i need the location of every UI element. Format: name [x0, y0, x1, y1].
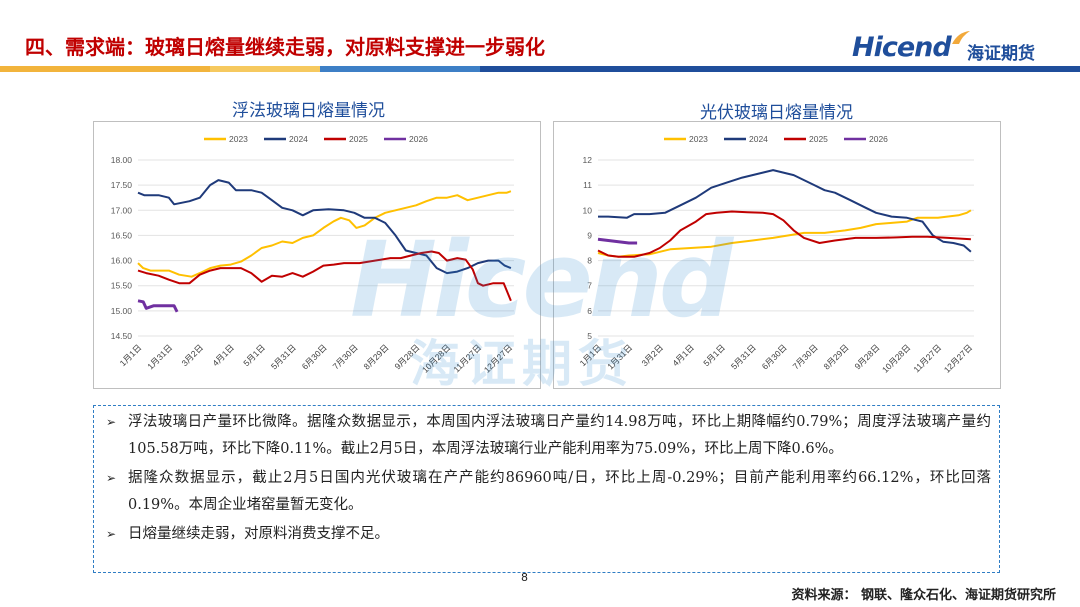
series-line-2024: [137, 179, 512, 275]
x-tick-label: 6月30日: [300, 342, 329, 371]
x-tick-label: 4月1日: [210, 342, 236, 368]
x-tick-label: 12月27日: [482, 342, 514, 374]
legend-label: 2024: [749, 134, 768, 144]
x-tick-label: 10月28日: [420, 342, 452, 374]
legend-label: 2026: [869, 134, 888, 144]
y-tick-label: 5: [587, 331, 592, 341]
x-tick-label: 11月27日: [451, 342, 483, 374]
x-tick-label: 1月1日: [118, 342, 144, 368]
x-tick-label: 11月27日: [911, 342, 943, 374]
series-line-2025: [137, 250, 512, 302]
chart-title-float: 浮法玻璃日熔量情况: [232, 101, 385, 121]
y-tick-label: 15.50: [111, 281, 133, 291]
series-line-2025: [597, 210, 971, 258]
y-tick-label: 6: [587, 306, 592, 316]
y-tick-label: 10: [583, 205, 593, 215]
y-tick-label: 15.00: [111, 306, 133, 316]
x-tick-label: 10月28日: [880, 342, 912, 374]
x-tick-label: 3月2日: [639, 342, 665, 368]
y-tick-label: 12: [583, 155, 593, 165]
note-item: ➢ 浮法玻璃日产量环比微降。据隆众数据显示，本周国内浮法玻璃日产量约14.98万…: [106, 409, 991, 463]
float-glass-chart: 2023 2024 2025 2026 18.00 17.50 17.00 16.50 16.0…: [93, 121, 541, 389]
series-line-2026: [597, 237, 638, 245]
legend-label: 2026: [409, 134, 428, 144]
x-tick-label: 6月30日: [760, 342, 789, 371]
x-tick-label: 3月2日: [179, 342, 205, 368]
note-text: 据隆众数据显示，截止2月5日国内光伏玻璃在产产能约86960吨/日，环比上周-0…: [128, 470, 991, 513]
x-tick-label: 1月31日: [605, 342, 634, 371]
y-tick-label: 17.50: [111, 180, 133, 190]
chart-title-pv: 光伏玻璃日熔量情况: [700, 103, 853, 123]
series-line-2023: [137, 190, 512, 278]
x-tick-label: 9月28日: [392, 342, 421, 371]
legend-label: 2023: [689, 134, 708, 144]
y-tick-label: 9: [587, 230, 592, 240]
note-item: ➢ 据隆众数据显示，截止2月5日国内光伏玻璃在产产能约86960吨/日，环比上周…: [106, 465, 991, 519]
page-title: 四、需求端：玻璃日熔量继续走弱，对原料支撑进一步弱化: [25, 35, 545, 59]
chart-legend: 2023 2024 2025 2026: [204, 134, 428, 144]
legend-label: 2024: [289, 134, 308, 144]
arrow-bullet-icon: ➢: [106, 527, 117, 541]
logo-wordmark: Hicend: [852, 32, 952, 63]
pv-glass-chart: 2023 2024 2025 2026 12 11 10 9 8 7 6 5 1月1日 1月31日 3月2日…: [553, 121, 1001, 389]
x-tick-label: 5月31日: [269, 342, 298, 371]
notes-box: ➢ 浮法玻璃日产量环比微降。据隆众数据显示，本周国内浮法玻璃日产量约14.98万…: [93, 405, 1000, 573]
arrow-bullet-icon: ➢: [106, 415, 117, 429]
legend-label: 2025: [809, 134, 828, 144]
chart-legend: 2023 2024 2025 2026: [664, 134, 888, 144]
logo-chinese-name: 海证期货: [967, 44, 1035, 64]
chart-svg: 2023 2024 2025 2026 18.00 17.50 17.00 16.50 16.0…: [111, 134, 515, 375]
y-tick-label: 17.00: [111, 205, 133, 215]
x-tick-label: 12月27日: [942, 342, 974, 374]
note-text: 浮法玻璃日产量环比微降。据隆众数据显示，本周国内浮法玻璃日产量约14.98万吨，…: [128, 414, 991, 457]
x-tick-label: 5月1日: [241, 342, 267, 368]
header-band-2: [210, 66, 320, 72]
header-band-1: [0, 66, 210, 72]
y-tick-label: 7: [587, 281, 592, 291]
legend-label: 2025: [349, 134, 368, 144]
x-tick-label: 4月1日: [670, 342, 696, 368]
legend-label: 2023: [229, 134, 248, 144]
x-tick-label: 7月30日: [791, 342, 820, 371]
y-tick-label: 16.00: [111, 256, 133, 266]
y-tick-label: 8: [587, 256, 592, 266]
x-tick-label: 8月29日: [362, 342, 391, 371]
logo-swoosh-icon: [952, 31, 970, 44]
series-line-2026: [137, 299, 179, 313]
x-tick-label: 5月1日: [701, 342, 727, 368]
x-tick-label: 5月31日: [729, 342, 758, 371]
y-tick-label: 16.50: [111, 230, 133, 240]
header-band-3: [320, 66, 480, 72]
note-text: 日熔量继续走弱，对原料消费支撑不足。: [128, 526, 389, 542]
x-tick-label: 8月29日: [822, 342, 851, 371]
page-number: 8: [521, 571, 528, 584]
x-tick-label: 7月30日: [331, 342, 360, 371]
x-tick-label: 9月28日: [852, 342, 881, 371]
x-tick-label: 1月31日: [145, 342, 174, 371]
y-tick-label: 14.50: [111, 331, 133, 341]
note-item: ➢ 日熔量继续走弱，对原料消费支撑不足。: [106, 521, 991, 548]
header-band-4: [480, 66, 1080, 72]
arrow-bullet-icon: ➢: [106, 471, 117, 485]
series-line-2024: [598, 169, 972, 253]
data-source: 资料来源： 钢联、隆众石化、海证期货研究所: [791, 588, 1056, 603]
y-tick-label: 11: [583, 180, 592, 190]
y-tick-label: 18.00: [111, 155, 133, 165]
x-tick-label: 1月1日: [578, 342, 604, 368]
